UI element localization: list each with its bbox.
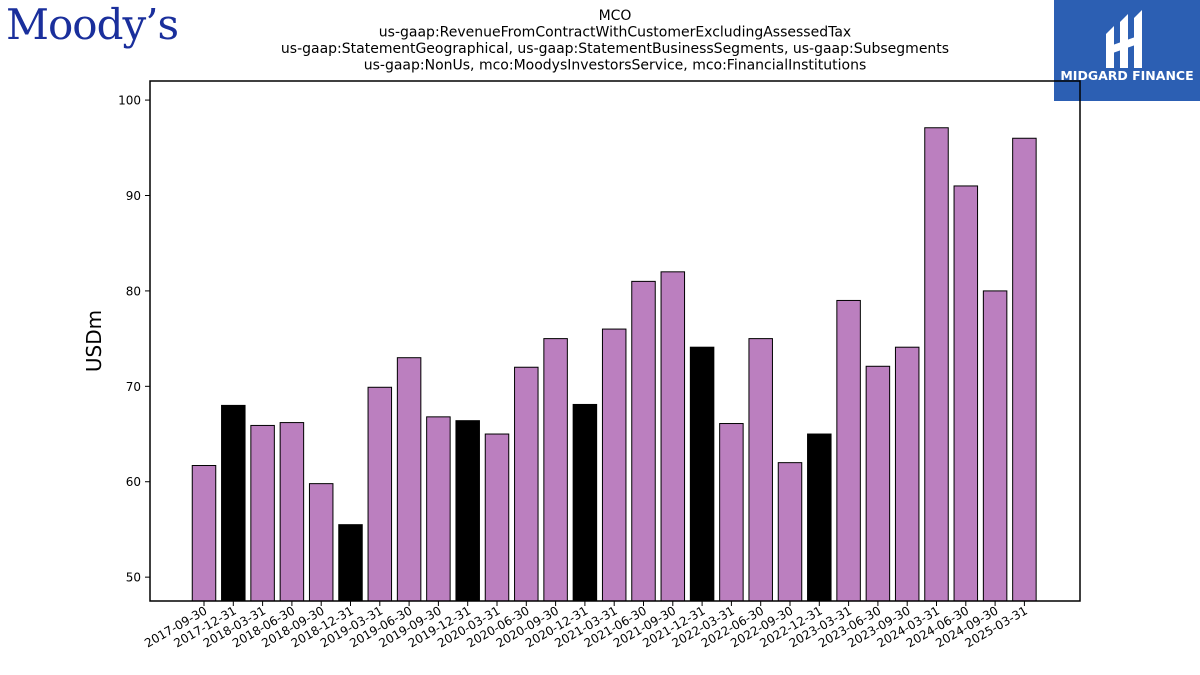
plot-frame: [149, 80, 1081, 602]
y-tick-label: 90: [126, 189, 141, 203]
chart-title-line: us-gaap:NonUs, mco:MoodysInvestorsServic…: [364, 58, 867, 74]
y-tick-label: 50: [126, 571, 141, 585]
midgard-finance-logo: MIDGARD FINANCE: [1054, 0, 1200, 101]
bar: [308, 483, 334, 602]
bar: [777, 462, 803, 602]
y-tick-label: 100: [118, 94, 141, 108]
bar: [924, 127, 949, 602]
bar: [660, 271, 686, 602]
bar: [719, 423, 744, 602]
moodys-logo: Moody’s: [6, 0, 179, 49]
bar: [191, 465, 217, 602]
chart-title-line: us-gaap:RevenueFromContractWithCustomerE…: [379, 25, 851, 41]
bar: [689, 346, 715, 602]
bar: [982, 290, 1008, 602]
chart-title-line: us-gaap:StatementGeographical, us-gaap:S…: [281, 41, 949, 57]
y-axis-label: USDm: [82, 310, 106, 372]
bar: [250, 424, 275, 602]
bar: [396, 357, 422, 602]
chart-title: MCOus-gaap:RevenueFromContractWithCustom…: [281, 8, 949, 74]
y-tick-label: 60: [126, 475, 141, 489]
bar: [484, 433, 510, 602]
bars-group: [191, 127, 1037, 602]
bar: [279, 422, 305, 602]
bar: [865, 365, 891, 602]
midgard-emblem-icon: [1106, 10, 1142, 70]
bar: [1012, 137, 1037, 602]
bar: [953, 185, 979, 602]
chart-title-line: MCO: [599, 8, 632, 24]
bar: [338, 524, 363, 602]
bar: [894, 346, 920, 602]
x-axis: 2017-09-302017-12-312018-03-312018-06-30…: [142, 601, 1030, 650]
bar: [748, 338, 773, 602]
y-tick-label: 70: [126, 380, 141, 394]
bar: [367, 386, 393, 602]
bar: [221, 404, 246, 602]
bar: [601, 328, 627, 602]
bar: [631, 280, 656, 602]
bar: [514, 366, 539, 602]
bar: [807, 433, 832, 602]
bar: [543, 338, 568, 602]
y-tick-label: 80: [126, 284, 141, 298]
midgard-finance-text: MIDGARD FINANCE: [1060, 68, 1194, 83]
bar: [836, 299, 861, 602]
y-axis: 50 60 70 80 90 100: [118, 94, 150, 585]
bar: [572, 403, 598, 602]
bar: [455, 420, 480, 602]
bar: [426, 416, 451, 602]
